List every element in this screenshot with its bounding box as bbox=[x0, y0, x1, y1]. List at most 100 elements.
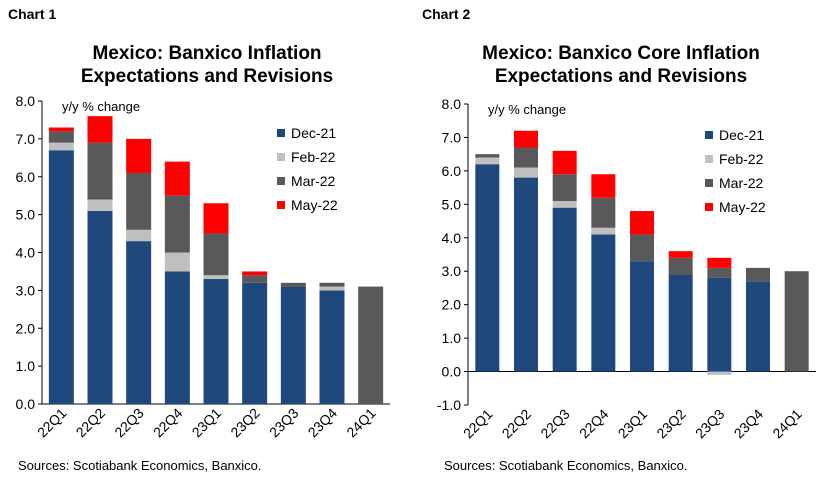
bar-segment bbox=[552, 207, 577, 372]
bar-segment bbox=[319, 290, 345, 404]
legend-swatch bbox=[277, 129, 285, 137]
legend-swatch bbox=[705, 131, 713, 139]
bar-segment bbox=[48, 150, 74, 404]
x-tick-label: 23Q2 bbox=[653, 406, 689, 442]
bar-segment bbox=[358, 286, 384, 404]
bar-segment bbox=[319, 282, 345, 287]
y-tick-label: 1.0 bbox=[442, 330, 462, 346]
bar-segment bbox=[668, 274, 693, 372]
chart-label: Chart 2 bbox=[422, 6, 471, 22]
bar-segment bbox=[87, 199, 113, 211]
bar-segment bbox=[203, 233, 229, 276]
bar-segment bbox=[203, 275, 229, 280]
x-tick-label: 22Q3 bbox=[111, 405, 147, 441]
x-tick-label: 24Q1 bbox=[769, 406, 805, 442]
bar-segment bbox=[668, 257, 693, 275]
legend-label: Dec-21 bbox=[291, 125, 336, 141]
legend-label: May-22 bbox=[719, 199, 766, 215]
bar-segment bbox=[630, 234, 654, 262]
legend-swatch bbox=[705, 179, 713, 187]
bar-segment bbox=[242, 275, 268, 283]
x-tick-label: 22Q4 bbox=[576, 406, 612, 442]
bar-segment bbox=[48, 127, 74, 132]
x-tick-label: 23Q3 bbox=[266, 405, 302, 441]
y-tick-label: -1.0 bbox=[437, 397, 461, 413]
bar-segment bbox=[203, 203, 229, 234]
x-tick-label: 22Q2 bbox=[499, 406, 535, 442]
chart-title-line-1: Mexico: Banxico Core Inflation bbox=[482, 43, 760, 64]
bar-segment bbox=[591, 197, 616, 228]
bar-segment bbox=[203, 279, 229, 404]
y-tick-label: 4.0 bbox=[16, 245, 36, 261]
bar-segment bbox=[164, 252, 190, 272]
bar-segment bbox=[746, 267, 770, 282]
y-tick-label: 6.0 bbox=[442, 163, 462, 179]
bar-segment bbox=[475, 157, 500, 165]
bar-segment bbox=[48, 142, 74, 151]
bar-segment bbox=[591, 227, 616, 235]
bar-segment bbox=[514, 147, 538, 168]
legend-label: Feb-22 bbox=[291, 149, 336, 165]
x-tick-label: 22Q1 bbox=[460, 406, 496, 442]
chart-panel-1: Chart 1 Mexico: Banxico Inflation Expect… bbox=[0, 6, 414, 473]
bar-segment bbox=[630, 261, 654, 372]
chart-plot-1: y/y % change 0.0 1.0 2.0 3.0 4.0 5.0 6.0 7.0 8.0 2… bbox=[16, 93, 390, 441]
bar-segment bbox=[164, 161, 190, 196]
bar-segment bbox=[707, 267, 732, 278]
y-tick-label: 0.0 bbox=[16, 396, 36, 412]
y-tick-label: 7.0 bbox=[442, 129, 462, 145]
x-tick-label: 22Q2 bbox=[73, 405, 109, 441]
bar-segment bbox=[746, 281, 770, 372]
x-tick-label: 23Q1 bbox=[189, 405, 225, 441]
sources-note: Sources: Scotiabank Economics, Banxico. bbox=[18, 458, 262, 473]
bar-segment bbox=[514, 167, 538, 178]
bar-segment bbox=[280, 286, 306, 404]
y-tick-label: 8.0 bbox=[16, 93, 36, 109]
bar-segment bbox=[707, 277, 732, 372]
chart-label: Chart 1 bbox=[8, 6, 57, 22]
legend-swatch bbox=[705, 155, 713, 163]
x-tick-label: 22Q1 bbox=[34, 405, 70, 441]
y-tick-label: 0.0 bbox=[442, 364, 462, 380]
bar-segment bbox=[164, 195, 190, 253]
chart-title-line-1: Mexico: Banxico Inflation bbox=[92, 43, 322, 64]
y-tick-label: 1.0 bbox=[16, 358, 36, 374]
bar-segment bbox=[126, 138, 152, 173]
y-tick-label: 3.0 bbox=[442, 263, 462, 279]
bar-segment bbox=[552, 150, 577, 175]
bar-segment bbox=[87, 142, 113, 200]
legend-label: May-22 bbox=[291, 197, 338, 213]
bar-segment bbox=[784, 271, 809, 372]
y-tick-label: 3.0 bbox=[16, 282, 36, 298]
x-tick-label: 22Q3 bbox=[537, 406, 573, 442]
bar-segment bbox=[164, 271, 190, 404]
legend-swatch bbox=[277, 177, 285, 185]
bar-segment bbox=[126, 241, 152, 404]
bar-segment bbox=[591, 174, 616, 198]
bar-segment bbox=[707, 257, 732, 268]
x-tick-label: 22Q4 bbox=[150, 405, 186, 441]
bar-segment bbox=[48, 131, 74, 143]
bar-segment bbox=[280, 282, 306, 287]
bar-segment bbox=[475, 154, 500, 158]
y-tick-label: 5.0 bbox=[16, 207, 36, 223]
x-tick-label: 23Q2 bbox=[227, 405, 263, 441]
legend-swatch bbox=[277, 201, 285, 209]
x-tick-label: 24Q1 bbox=[343, 405, 379, 441]
legend-label: Feb-22 bbox=[719, 151, 764, 167]
bar-segment bbox=[475, 164, 500, 372]
bar-segment bbox=[630, 211, 654, 235]
y-tick-label: 5.0 bbox=[442, 196, 462, 212]
bar-segment bbox=[514, 130, 538, 148]
chart-title: Mexico: Banxico Inflation Expectations a… bbox=[0, 42, 414, 88]
bar-segment bbox=[552, 200, 577, 208]
bar-segment bbox=[591, 234, 616, 372]
y-tick-label: 6.0 bbox=[16, 169, 36, 185]
x-tick-label: 23Q4 bbox=[731, 406, 767, 442]
x-tick-label: 23Q1 bbox=[615, 406, 651, 442]
chart-plot-2: y/y % change -1.0 0.0 1.0 2.0 3.0 4.0 5.0 6.0 7.0… bbox=[437, 96, 816, 442]
bar-segment bbox=[126, 172, 152, 230]
chart-panel-2: Chart 2 Mexico: Banxico Core Inflation E… bbox=[414, 0, 828, 483]
legend-label: Mar-22 bbox=[291, 173, 336, 189]
y-tick-label: 7.0 bbox=[16, 131, 36, 147]
